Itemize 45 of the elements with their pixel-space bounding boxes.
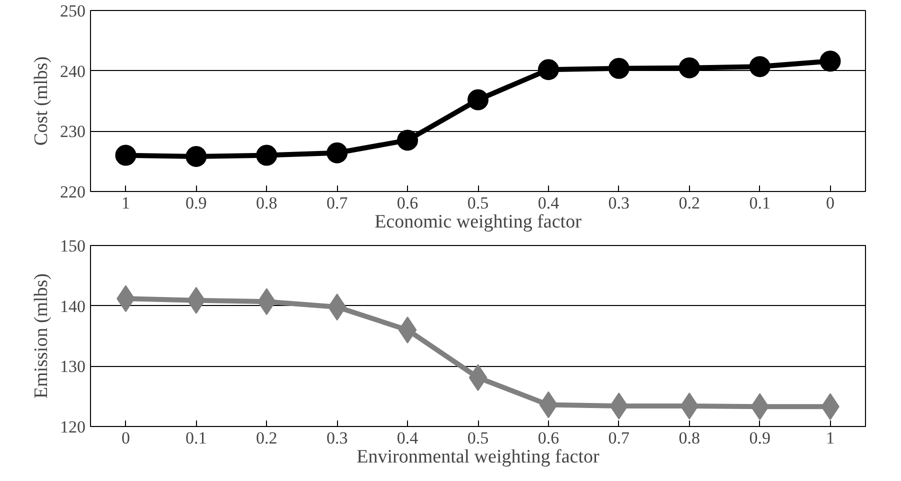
x-tick-label: 0.6: [538, 428, 560, 448]
x-tick-label: 0.9: [186, 194, 207, 212]
x-tick-label: 0.1: [186, 428, 207, 448]
x-tick-label: 0.4: [396, 428, 419, 448]
y-tick-label: 120: [60, 418, 86, 436]
y-tick-label: 240: [60, 62, 86, 81]
y-axis-title: Emission (mlbs): [31, 273, 52, 399]
point: [608, 58, 630, 79]
x-axis-title: Economic weighting factor: [374, 212, 582, 232]
x-tick-label: 0.7: [326, 194, 348, 212]
point: [115, 144, 136, 166]
x-tick-label: 0.1: [749, 194, 770, 212]
x-tick-label: 0.2: [678, 194, 700, 212]
x-tick-label: 0.5: [467, 194, 489, 212]
y-tick-label: 230: [60, 122, 86, 142]
x-tick-label: 0.6: [396, 194, 418, 212]
point: [468, 89, 488, 110]
point: [820, 50, 841, 72]
x-tick-label: 1: [826, 428, 835, 448]
y-tick-label: 140: [60, 296, 86, 316]
y-axis-title: Cost (mlbs): [31, 56, 52, 146]
x-axis-title: Environmental weighting factor: [356, 446, 600, 468]
point: [256, 144, 278, 166]
x-tick-label: 0.3: [608, 194, 630, 212]
x-tick-label: 0: [121, 428, 130, 448]
x-tick-label: 0.4: [538, 194, 560, 212]
x-tick-label: 0.8: [678, 428, 700, 448]
point: [397, 130, 418, 151]
x-tick-label: 0.3: [326, 428, 348, 448]
x-tick-label: 0.8: [256, 194, 278, 212]
point: [749, 56, 770, 78]
point: [186, 146, 207, 167]
x-tick-label: 0.9: [749, 428, 770, 448]
point: [678, 57, 700, 78]
x-tick-label: 0.2: [256, 428, 278, 448]
y-tick-label: 250: [60, 2, 86, 20]
x-tick-label: 0: [826, 194, 835, 212]
y-tick-label: 220: [60, 182, 86, 202]
y-tick-label: 130: [60, 357, 86, 376]
point: [326, 142, 348, 164]
x-tick-label: 1: [121, 194, 130, 212]
y-tick-label: 150: [60, 236, 86, 256]
point: [538, 59, 559, 80]
x-tick-label: 0.7: [608, 428, 630, 448]
x-tick-label: 0.5: [467, 428, 489, 448]
